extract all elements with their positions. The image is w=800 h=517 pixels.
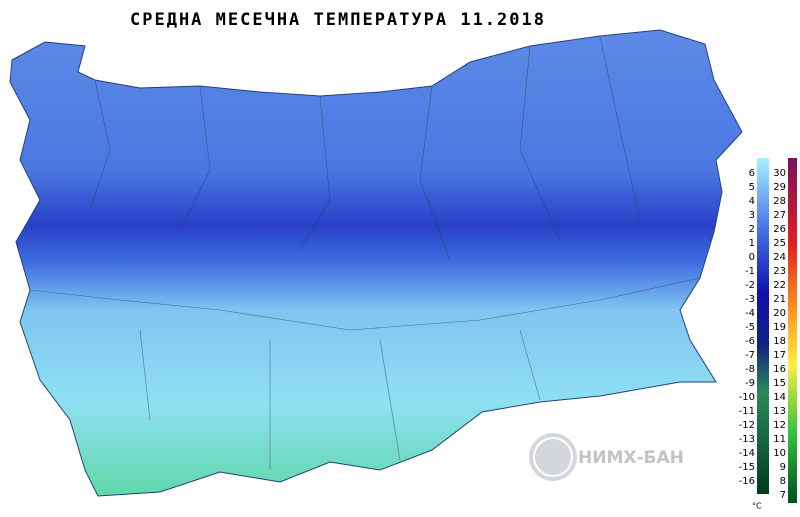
logo-text: НИМХ-БАН <box>578 448 684 468</box>
right-legend-label: 19 <box>773 322 786 333</box>
right-legend-label: 8 <box>780 476 786 487</box>
right-legend-label: 12 <box>773 420 786 431</box>
left-legend-label: 1 <box>749 238 755 249</box>
right-legend-label: 16 <box>773 364 786 375</box>
left-legend-label: -1 <box>745 266 755 277</box>
right-legend-label: 10 <box>773 448 786 459</box>
left-legend-label: 4 <box>749 196 755 207</box>
right-legend-label: 13 <box>773 406 786 417</box>
right-legend-label: 28 <box>773 196 786 207</box>
right-legend-label: 24 <box>773 252 786 263</box>
right-legend-label: 7 <box>780 490 786 501</box>
right-legend-label: 14 <box>773 392 786 403</box>
left-legend-label: -5 <box>745 322 755 333</box>
left-legend-label: -16 <box>739 476 755 487</box>
left-legend-label: -8 <box>745 364 755 375</box>
unit: °C <box>752 502 762 511</box>
left-legend-label: 3 <box>749 210 755 221</box>
left-legend-label: -7 <box>745 350 755 361</box>
right-legend-label: 9 <box>780 462 786 473</box>
right-legend-label: 18 <box>773 336 786 347</box>
right-legend-label: 23 <box>773 266 786 277</box>
left-legend-label: -10 <box>739 392 755 403</box>
left-legend-label: -11 <box>739 406 755 417</box>
right-legend-label: 30 <box>773 168 786 179</box>
right-legend-label: 21 <box>773 294 786 305</box>
right-legend-label: 20 <box>773 308 786 319</box>
left-legend-label: 0 <box>749 252 755 263</box>
left-legend-label: 5 <box>749 182 755 193</box>
right-legend-label: 15 <box>773 378 786 389</box>
left-legend-label: 2 <box>749 224 755 235</box>
left-legend-label: -6 <box>745 336 755 347</box>
left-legend-label: -3 <box>745 294 755 305</box>
left-colorbar <box>757 158 769 494</box>
left-legend-label: -4 <box>745 308 755 319</box>
left-legend-label: 6 <box>749 168 755 179</box>
logo: НИМХ-БАН <box>529 433 684 481</box>
right-colorbar <box>788 158 797 503</box>
left-legend-label: -9 <box>745 378 755 389</box>
right-legend-label: 26 <box>773 224 786 235</box>
left-legend-label: -14 <box>739 448 755 459</box>
title: СРЕДНА МЕСЕЧНА ТЕМПЕРАТУРА 11.2018 <box>130 10 546 30</box>
right-legend-label: 25 <box>773 238 786 249</box>
right-legend-label: 22 <box>773 280 786 291</box>
left-legend-label: -2 <box>745 280 755 291</box>
left-legend-label: -15 <box>739 462 755 473</box>
right-legend-label: 27 <box>773 210 786 221</box>
right-legend-label: 29 <box>773 182 786 193</box>
region-borders <box>29 35 701 470</box>
bulgaria-shape <box>9 29 743 497</box>
left-legend-label: -12 <box>739 420 755 431</box>
right-legend-label: 17 <box>773 350 786 361</box>
left-legend-label: -13 <box>739 434 755 445</box>
right-legend-label: 11 <box>773 434 786 445</box>
